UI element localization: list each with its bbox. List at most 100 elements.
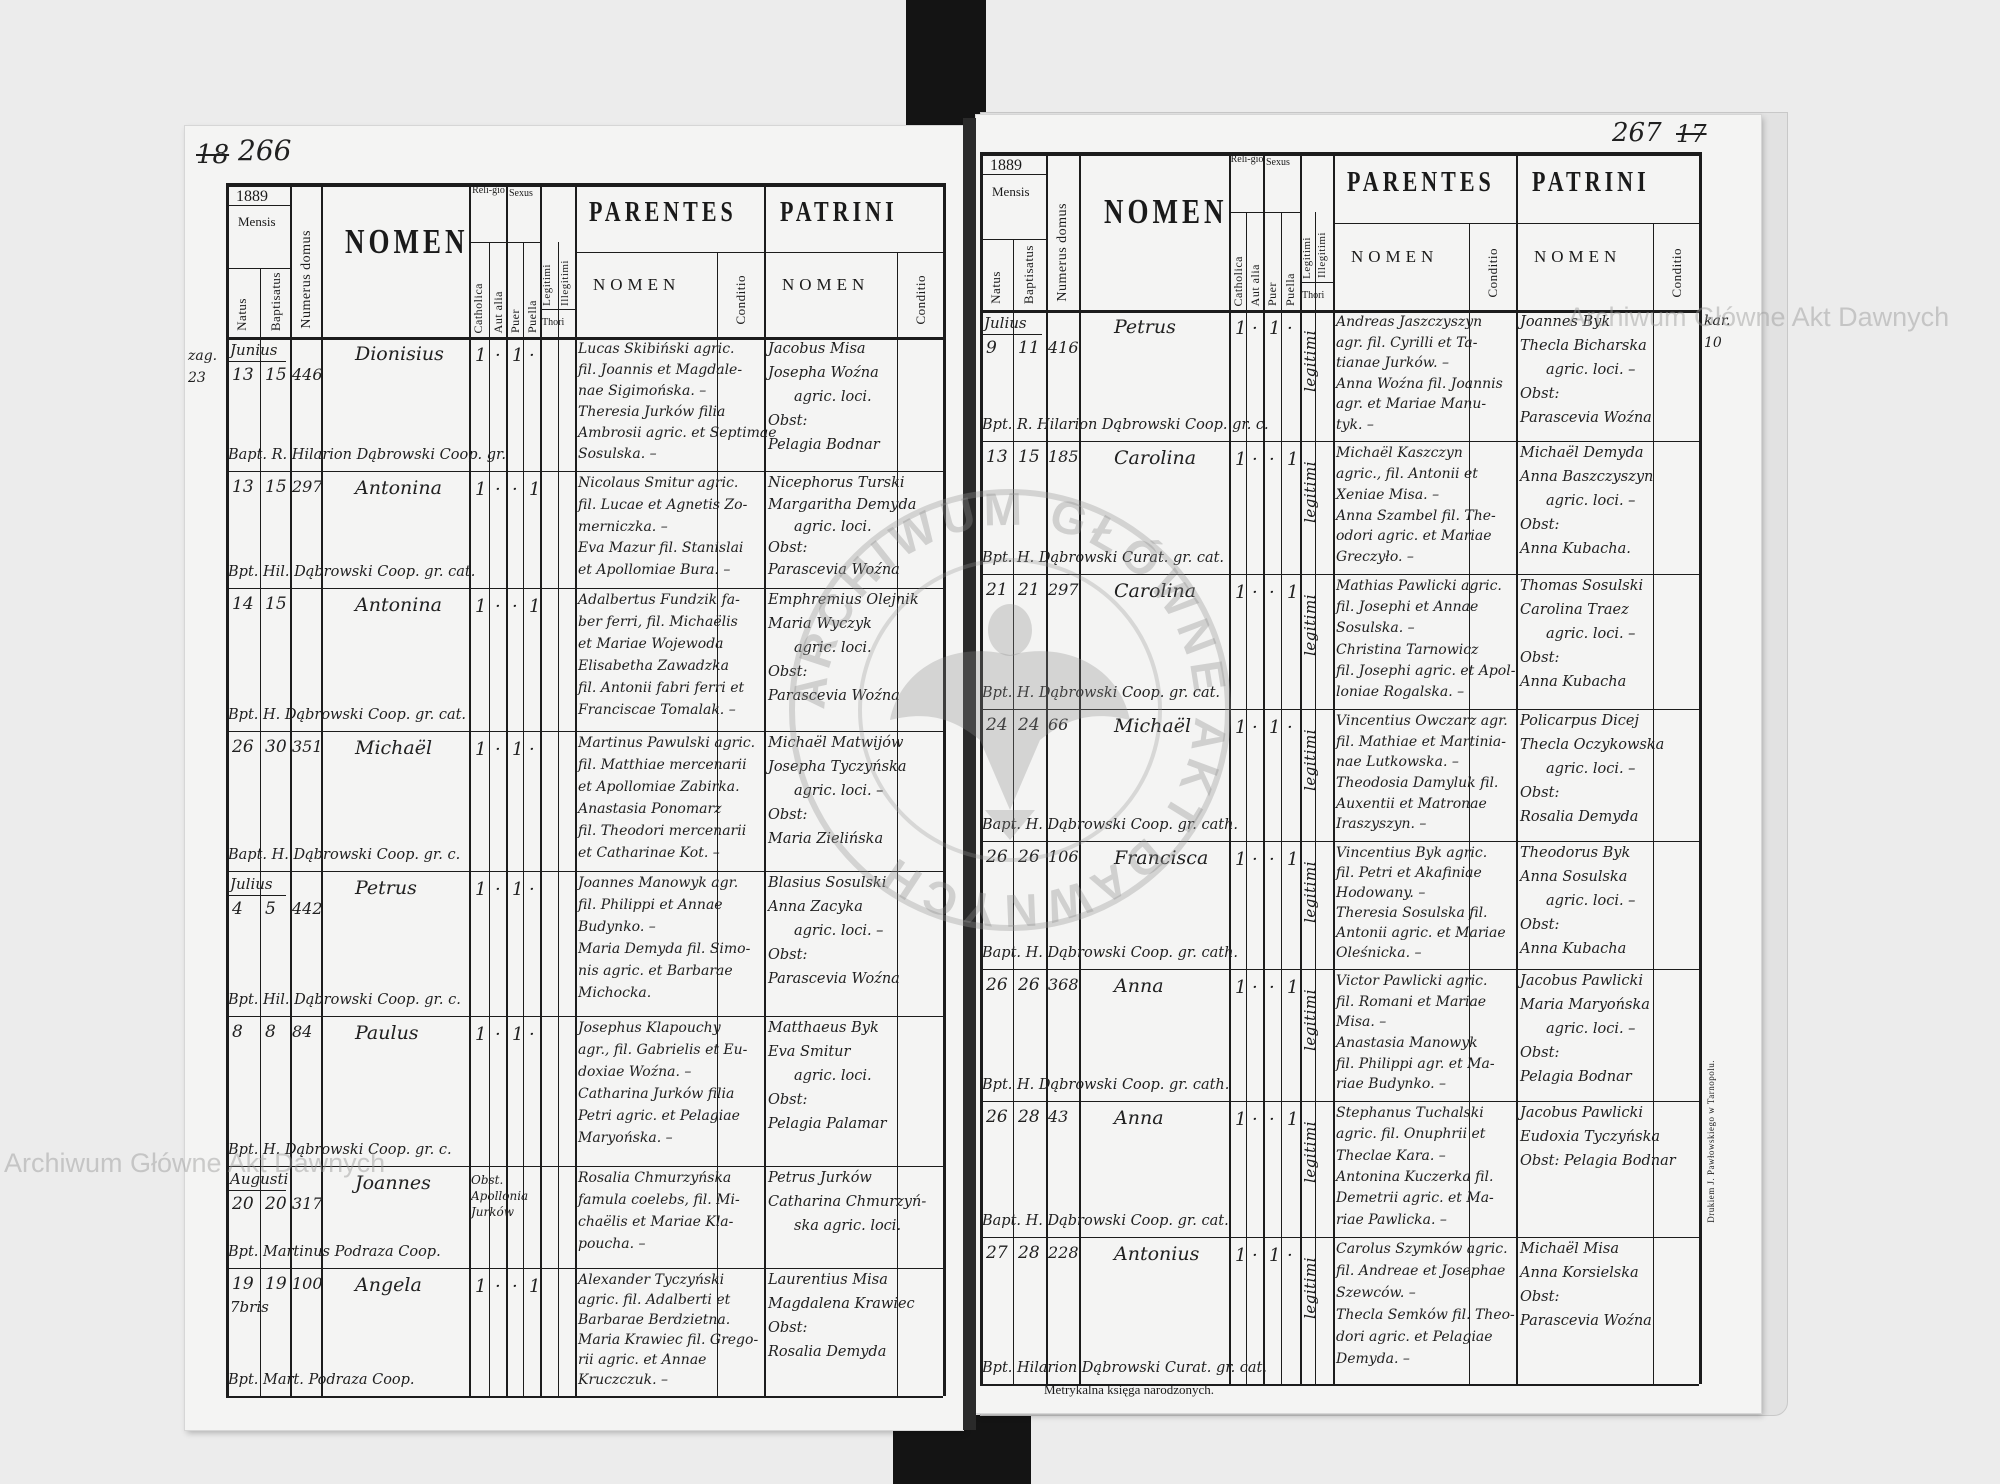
godparents-line: agric. loci. — [794, 640, 872, 656]
parents-line: chaëlis et Mariae Kla- — [578, 1214, 734, 1230]
baptisatus-day: 28 — [1018, 1243, 1040, 1263]
godparents-line: Parascevia Woźna — [768, 688, 900, 704]
parents-line: fil. Joannis et Magdale- — [578, 362, 743, 378]
puer-mark: · — [512, 596, 518, 617]
godparents-line: Josepha Tyczyńska — [768, 759, 907, 775]
parents-line: dori agric. et Pelagiae — [1336, 1329, 1493, 1345]
godparents-line: Carolina Traez — [1520, 602, 1629, 618]
legitimi-note: legitimi — [1301, 461, 1319, 523]
table-left-border — [226, 183, 229, 1396]
house-number: 351 — [292, 737, 323, 756]
godparents-line: Obst: — [768, 540, 808, 557]
table-right-border — [1699, 152, 1702, 1384]
godparents-line: Rosalia Demyda — [768, 1344, 887, 1360]
printer-imprint: Drukiem J. Pawłowskiego w Tarnopolu. — [1706, 1060, 1716, 1223]
parents-line: Auxentii et Matronae — [1336, 795, 1487, 812]
parents-line: fil. Andreae et Josephae — [1336, 1263, 1506, 1279]
parents-line: nae Sigimońska. – — [578, 383, 707, 399]
godparents-line: Joannes Byk — [1520, 314, 1611, 330]
puella-mark: · — [1287, 717, 1293, 738]
header-puer: Puer — [508, 309, 522, 333]
header-legitimi: Legitimi — [1301, 236, 1313, 279]
child-name: Anna — [1114, 975, 1164, 997]
book-gutter — [963, 118, 976, 1430]
puella-mark: 1 — [529, 479, 541, 500]
godparents-line: agric. loci. – — [1546, 493, 1636, 509]
catholica-mark: 1 — [1235, 717, 1247, 738]
natus-day: 24 — [986, 715, 1008, 735]
aut-alia-mark: · — [1252, 449, 1258, 470]
aut-alia-mark: · — [1252, 977, 1258, 998]
natus-day: 27 — [986, 1243, 1008, 1263]
header-nomen: NOMEN — [1104, 191, 1228, 231]
godparents-line: Parascevia Woźna — [768, 971, 900, 987]
house-number: 106 — [1048, 847, 1079, 866]
parents-line: fil. Josephi agric. et Apol- — [1336, 662, 1516, 679]
parents-line: Carolus Szymków agric. — [1336, 1241, 1508, 1257]
header-numerus-domus: Numerus domus — [299, 230, 314, 329]
natus-day: 26 — [986, 975, 1008, 995]
catholica-mark: 1 — [1235, 977, 1247, 998]
column-line — [764, 183, 766, 1396]
parents-line: agr., fil. Gabrielis et Eu- — [578, 1042, 748, 1058]
puella-mark: · — [1287, 318, 1293, 339]
aut-alia-mark: · — [1252, 318, 1258, 339]
header-religio: Reli-gio — [472, 185, 505, 196]
header-catholica: Catholica — [1231, 255, 1245, 306]
child-name: Michaël — [1114, 715, 1192, 737]
parents-line: Budynko. – — [578, 919, 656, 935]
baptisatus-day: 26 — [1018, 847, 1040, 867]
puer-mark: 1 — [512, 345, 524, 366]
godparents-line: Obst: — [768, 664, 808, 680]
child-name: Michaël — [355, 737, 433, 759]
row-divider — [980, 441, 1699, 442]
parents-line: ber ferri, fil. Michaëlis — [578, 614, 738, 630]
baptizing-priest: Bpt. H. Dąbrowski Coop. gr. cath. — [982, 1077, 1230, 1093]
baptizing-priest: Bpt. Hil. Dąbrowski Coop. gr. c. — [228, 992, 461, 1008]
child-name: Petrus — [1114, 316, 1176, 338]
column-line — [469, 183, 471, 1396]
puella-mark: 1 — [1287, 1109, 1299, 1130]
parents-line: riae Pawlicka. – — [1336, 1211, 1447, 1228]
aut-alia-mark: · — [495, 739, 501, 760]
parents-line: Kruczczuk. – — [578, 1372, 669, 1388]
house-number: 442 — [292, 899, 323, 918]
header-patrini-nomen: NOMEN — [782, 275, 870, 295]
puella-mark: 1 — [529, 596, 541, 617]
row-divider — [980, 709, 1699, 710]
baptizing-priest: Bpt. Martinus Podraza Coop. — [228, 1244, 441, 1260]
godparents-line: Policarpus Dicej — [1520, 713, 1640, 729]
natus-day: 9 — [986, 338, 997, 358]
parents-line: agr. fil. Cyrilli et Ta- — [1336, 334, 1478, 351]
godparents-line: Jacobus Pawlicki — [1520, 1105, 1643, 1121]
header-baptisatus: Baptisatus — [268, 271, 283, 331]
natus-day: 19 — [232, 1274, 254, 1294]
parents-line: rii agric. et Annae — [578, 1352, 707, 1368]
column-line — [1516, 152, 1518, 1384]
godparents-line: Anna Zacyka — [768, 899, 863, 915]
baptizing-priest: Bapt. H. Dąbrowski Coop. gr. cath. — [982, 817, 1239, 833]
godparents-line: Obst: — [1520, 1045, 1560, 1061]
table-bottom-border — [226, 1396, 943, 1398]
baptisatus-day: 24 — [1018, 715, 1040, 735]
header-bottom-border — [226, 337, 943, 340]
aut-alia-mark: · — [1252, 849, 1258, 870]
header-natus: Natus — [988, 271, 1003, 304]
parents-line: Ambrosii agric. et Septimae — [578, 425, 777, 441]
header-patrini: PATRINI — [1532, 164, 1650, 198]
godparents-line: Obst: — [1520, 785, 1560, 801]
rule-line — [980, 174, 1046, 176]
header-parentes-conditio: Conditio — [1485, 248, 1500, 298]
header-numerus-domus: Numerus domus — [1055, 203, 1070, 302]
godparents-line: Emphremius Olejnik — [768, 592, 919, 608]
parents-line: et Apollomiae Zabirka. — [578, 779, 740, 795]
godparents-line: Pelagia Bodnar — [1520, 1069, 1632, 1085]
godparents-line: Eudoxia Tyczyńska — [1520, 1129, 1661, 1145]
parents-line: Theresia Sosulska fil. — [1336, 905, 1488, 921]
table-right-border — [943, 183, 946, 1396]
parents-line: Xeniae Misa. – — [1336, 486, 1440, 503]
parents-line: Michaël Kaszczyn — [1336, 445, 1463, 461]
child-name: Anna — [1114, 1107, 1164, 1129]
baptizing-priest: Bpt. Hilarion Dąbrowski Curat. gr. cat. — [982, 1360, 1267, 1376]
parents-line: Nicolaus Smitur agric. — [578, 475, 739, 491]
